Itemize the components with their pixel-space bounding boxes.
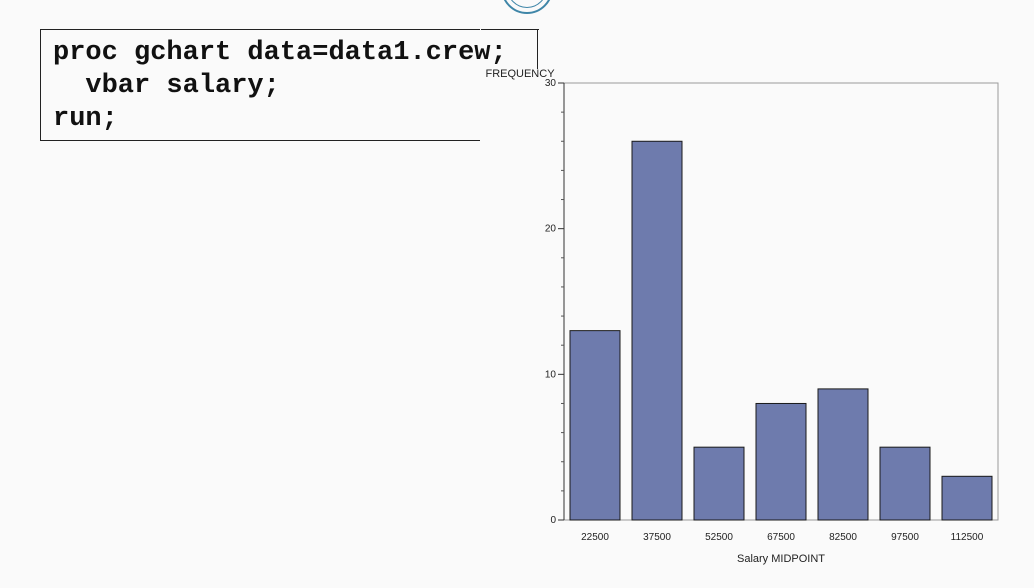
x-tick-label: 52500 (705, 532, 733, 543)
code-box: proc gchart data=data1.crew; vbar salary… (40, 29, 539, 141)
y-tick-label: 0 (550, 515, 556, 526)
code-line-2: vbar salary; (53, 71, 280, 101)
x-tick-label: 67500 (767, 532, 795, 543)
bar (941, 475, 993, 521)
y-tick-label: 10 (545, 369, 557, 380)
y-tick-label: 30 (545, 78, 557, 89)
bar (817, 388, 869, 521)
x-axis-label: Salary MIDPOINT (737, 553, 825, 565)
x-tick-label: 112500 (951, 532, 984, 543)
x-tick-label: 37500 (643, 532, 671, 543)
bar (693, 446, 745, 521)
bar (569, 330, 621, 521)
y-axis-label: FREQUENCY (485, 68, 555, 80)
code-line-1: proc gchart data=data1.crew; (53, 38, 507, 68)
y-tick-label: 20 (545, 224, 557, 235)
code-line-3: run; (53, 104, 118, 134)
x-tick-label: 82500 (829, 532, 857, 543)
bar (755, 402, 807, 521)
logo-ring-icon (501, 0, 553, 14)
bar (631, 140, 683, 521)
x-tick-label: 22500 (581, 532, 609, 543)
bar (879, 446, 931, 521)
x-tick-label: 97500 (891, 532, 919, 543)
